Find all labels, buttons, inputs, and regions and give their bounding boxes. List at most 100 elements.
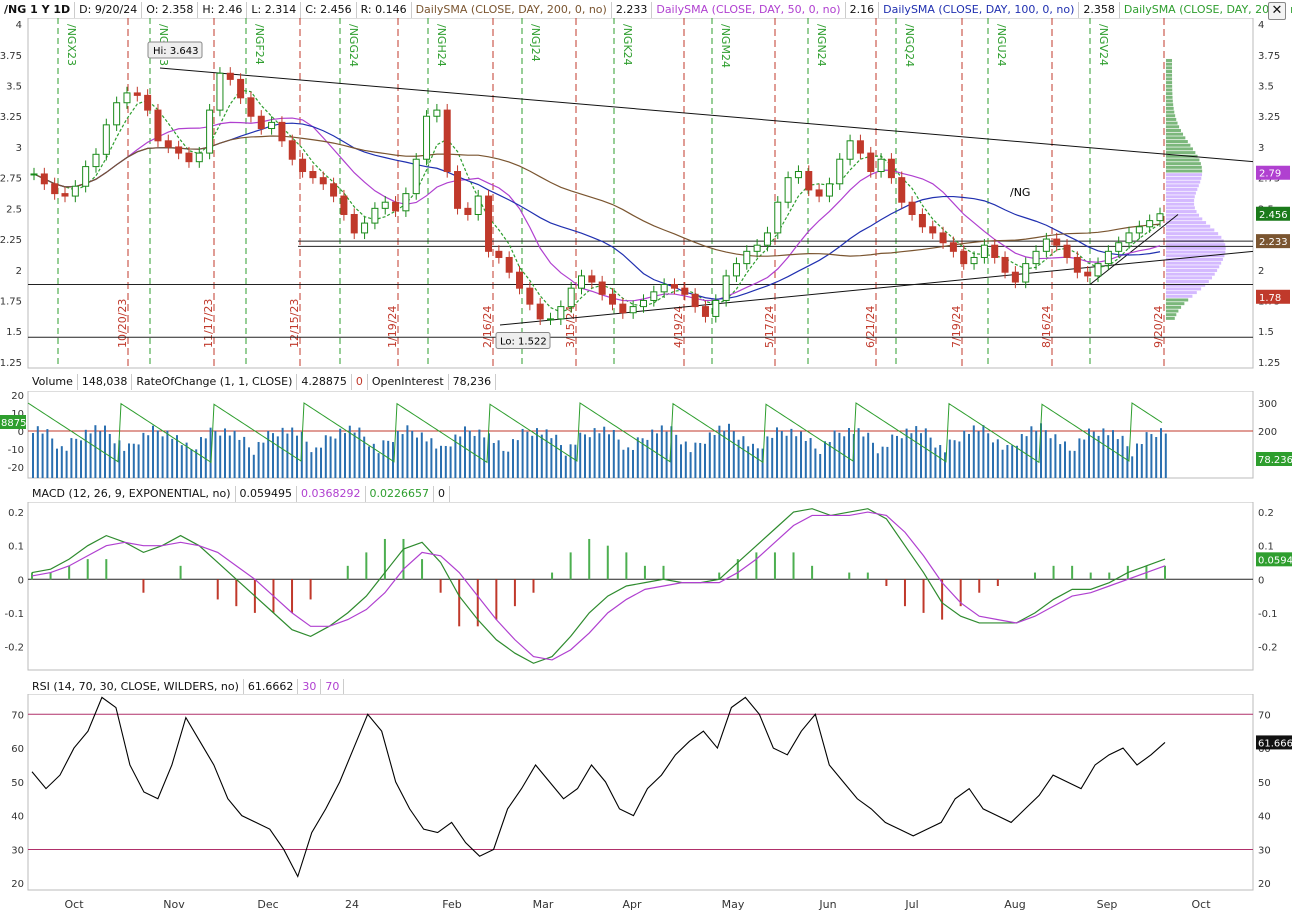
candle-body bbox=[185, 152, 193, 163]
volume-profile-bar bbox=[1166, 187, 1198, 191]
volume-label[interactable]: Volume bbox=[28, 374, 78, 390]
volume-bar bbox=[790, 428, 793, 478]
rsi-chart[interactable]: 70 70 60 60 50 50 40 40 30 30 20 20 61.666 Oct Nov Dec 2… bbox=[0, 694, 1292, 912]
sma50-label[interactable]: DailySMA (CLOSE, DAY, 50, 0, no) bbox=[652, 2, 846, 18]
sma100-label[interactable]: DailySMA (CLOSE, DAY, 100, 0, no) bbox=[879, 2, 1080, 18]
symbol-tag: /NG bbox=[1010, 186, 1030, 199]
candle-body bbox=[867, 152, 875, 173]
expiry-label: 4/19/24 bbox=[672, 306, 685, 348]
volume-bar bbox=[828, 441, 831, 478]
candle-body bbox=[464, 207, 472, 215]
volume-bar bbox=[94, 425, 97, 478]
x-axis-month-label: Dec bbox=[257, 898, 278, 911]
volume-bar bbox=[622, 449, 625, 478]
volume-bar bbox=[972, 425, 975, 478]
sma20-label[interactable]: DailySMA (CLOSE, DAY, 20, 0, no) bbox=[1120, 2, 1292, 18]
rsi-high: 70 bbox=[321, 679, 345, 695]
volume-bar bbox=[852, 433, 855, 478]
sma200-label[interactable]: DailySMA (CLOSE, DAY, 200, 0, no) bbox=[412, 2, 612, 18]
x-axis-month-label: Feb bbox=[442, 898, 461, 911]
macd-ytick-left: -0.2 bbox=[4, 642, 24, 653]
volume-bar bbox=[963, 430, 966, 478]
open-interest-line bbox=[27, 402, 1163, 464]
volume-bar bbox=[1140, 444, 1143, 478]
volume-bar bbox=[996, 439, 999, 478]
volume-bar bbox=[190, 449, 193, 478]
volume-bar bbox=[737, 439, 740, 478]
roc-label[interactable]: RateOfChange (1, 1, CLOSE) bbox=[132, 374, 298, 390]
volume-bar bbox=[929, 437, 932, 478]
volume-bar bbox=[382, 440, 385, 478]
candle-body bbox=[908, 201, 916, 215]
expiry-label: 12/15/23 bbox=[288, 299, 301, 348]
macd-histogram-bar bbox=[773, 552, 776, 580]
volume-bar bbox=[137, 444, 140, 478]
macd-histogram-bar bbox=[383, 538, 386, 580]
volume-bar bbox=[324, 435, 327, 478]
expiry-label: 5/17/24 bbox=[763, 306, 776, 348]
sma200-value: 2.233 bbox=[612, 2, 653, 18]
candle-body bbox=[1032, 250, 1040, 265]
macd-label[interactable]: MACD (12, 26, 9, EXPONENTIAL, no) bbox=[28, 486, 236, 502]
macd-histogram-bar bbox=[848, 572, 851, 580]
volume-profile-bar bbox=[1166, 81, 1173, 85]
volume-bar bbox=[200, 437, 202, 478]
price-chart[interactable]: 443.753.753.53.53.253.25332.752.752.52.5… bbox=[0, 18, 1292, 370]
close-icon[interactable]: ✕ bbox=[1268, 2, 1286, 20]
volume-profile-bar bbox=[1166, 114, 1176, 118]
rsi-label[interactable]: RSI (14, 70, 30, CLOSE, WILDERS, no) bbox=[28, 679, 244, 695]
volume-profile-bar bbox=[1166, 221, 1207, 225]
volume-bar bbox=[99, 431, 102, 478]
volume-profile-bar bbox=[1166, 70, 1173, 74]
rsi-ytick-left: 20 bbox=[11, 879, 24, 890]
volume-bar bbox=[732, 431, 735, 478]
candle-body bbox=[82, 166, 90, 187]
range-label: R: 0.146 bbox=[357, 2, 412, 18]
macd-chart[interactable]: 0.2 0.2 0.1 0.1 0 0 -0.1 -0.1 -0.2 -0.2 0.0594 bbox=[0, 502, 1292, 672]
macd-histogram-bar bbox=[402, 538, 405, 580]
price-tag-box bbox=[1256, 206, 1290, 221]
volume-bar bbox=[147, 435, 150, 478]
oi-label[interactable]: OpenInterest bbox=[368, 374, 449, 390]
volume-bar bbox=[646, 439, 649, 478]
price-ytick-left: 3 bbox=[16, 143, 22, 154]
contract-roll-label: /NGF24 bbox=[253, 24, 266, 65]
macd-histogram-bar bbox=[291, 579, 294, 613]
volume-bar bbox=[449, 446, 452, 478]
volume-bar bbox=[761, 448, 764, 478]
volume-bar bbox=[776, 427, 778, 478]
volume-bar bbox=[305, 441, 308, 478]
price-tag: 1.78 bbox=[1259, 293, 1281, 304]
volume-profile-bar bbox=[1166, 77, 1173, 81]
volume-bar bbox=[478, 429, 481, 478]
price-ytick-left: 2.5 bbox=[6, 204, 22, 215]
price-tag-box bbox=[1256, 165, 1290, 180]
rsi-ytick-left: 30 bbox=[11, 845, 24, 856]
expiry-label: 2/16/24 bbox=[481, 306, 494, 348]
volume-bar bbox=[1155, 437, 1158, 478]
candle-body bbox=[61, 193, 69, 197]
volume-profile-bar bbox=[1166, 313, 1177, 317]
sma-200-line bbox=[33, 135, 1161, 257]
volume-bar bbox=[934, 447, 937, 478]
macd-histogram-bar bbox=[1108, 572, 1111, 580]
volume-profile-bar bbox=[1166, 224, 1211, 228]
volume-bar bbox=[473, 435, 476, 478]
candle-body bbox=[608, 293, 616, 305]
volume-profile-bar bbox=[1166, 140, 1188, 144]
x-axis-month-label: Sep bbox=[1097, 898, 1118, 911]
symbol-label[interactable]: /NG 1 Y 1D bbox=[0, 2, 76, 18]
volume-bar bbox=[70, 438, 73, 478]
price-ytick-left: 2.25 bbox=[0, 235, 22, 246]
volume-bar bbox=[512, 439, 514, 478]
volume-profile-bar bbox=[1166, 154, 1198, 158]
volume-bar bbox=[468, 430, 471, 478]
volume-bar bbox=[564, 455, 567, 478]
volume-bar bbox=[540, 434, 543, 478]
volume-bar bbox=[123, 450, 126, 478]
candle-body bbox=[805, 171, 813, 191]
volume-bar bbox=[353, 432, 356, 478]
rsi-ytick-left: 40 bbox=[11, 812, 24, 823]
volume-bar bbox=[209, 427, 212, 478]
